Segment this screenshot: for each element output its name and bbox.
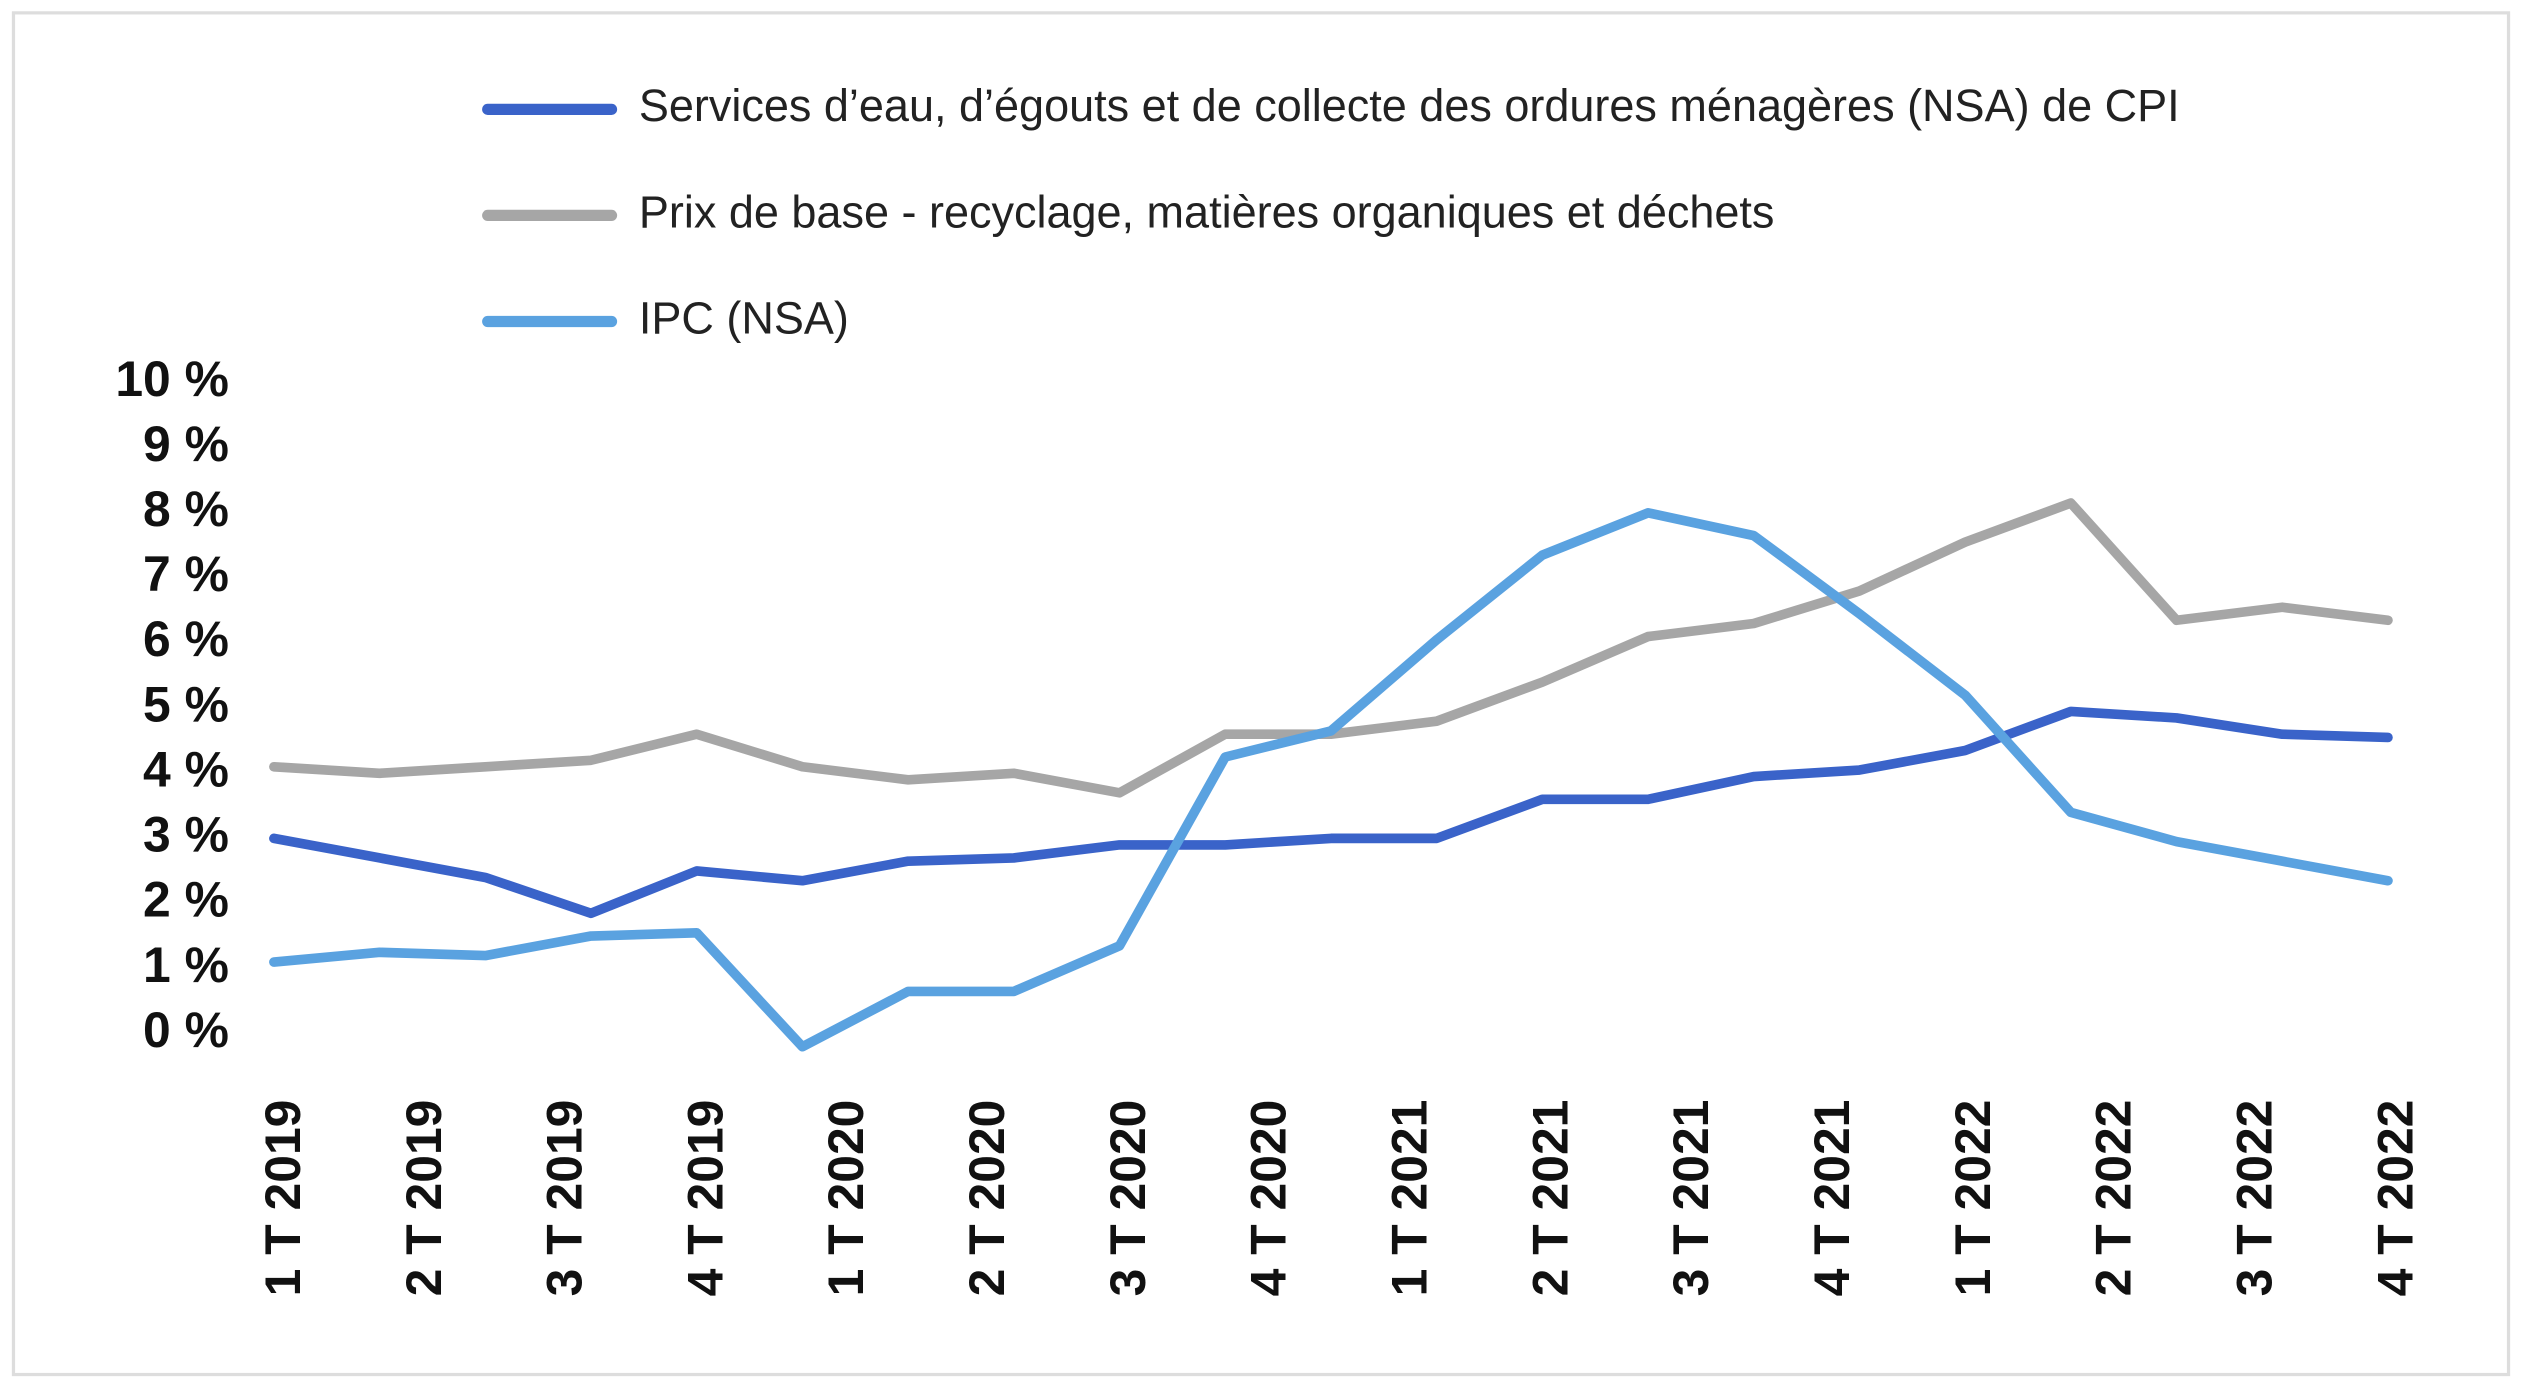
- y-tick-label: 4 %: [143, 741, 229, 797]
- x-tick-label: 3 T 2022: [2227, 1100, 2283, 1297]
- x-tick-label: 2 T 2022: [2086, 1100, 2142, 1297]
- x-tick-label: 4 T 2021: [1804, 1100, 1860, 1297]
- x-tick-label: 3 T 2019: [537, 1100, 593, 1297]
- y-tick-label: 6 %: [143, 611, 229, 667]
- y-tick-label: 7 %: [143, 546, 229, 602]
- x-tick-label: 2 T 2020: [959, 1100, 1015, 1297]
- series-line: [269, 706, 2393, 919]
- y-tick-label: 9 %: [143, 416, 229, 472]
- y-tick-label: 0 %: [143, 1002, 229, 1058]
- legend-label: Services d’eau, d’égouts et de collecte …: [639, 80, 2180, 131]
- y-tick-label: 8 %: [143, 481, 229, 537]
- y-tick-label: 5 %: [143, 676, 229, 732]
- y-tick-label: 10 %: [115, 351, 229, 407]
- x-tick-label: 2 T 2019: [396, 1100, 452, 1297]
- y-tick-label: 2 %: [143, 872, 229, 928]
- x-tick-label: 1 T 2021: [1382, 1100, 1438, 1297]
- y-tick-label: 1 %: [143, 937, 229, 993]
- y-tick-label: 3 %: [143, 807, 229, 863]
- x-tick-label: 4 T 2022: [2367, 1100, 2423, 1297]
- x-tick-label: 2 T 2021: [1522, 1100, 1578, 1297]
- legend-label: IPC (NSA): [639, 292, 849, 343]
- x-tick-label: 3 T 2021: [1663, 1100, 1719, 1297]
- frame: [11, 11, 2511, 1377]
- x-tick-label: 3 T 2020: [1100, 1100, 1156, 1297]
- series-line: [269, 508, 2393, 1052]
- legend-label: Prix de base - recyclage, matières organ…: [639, 186, 1775, 237]
- x-tick-label: 4 T 2020: [1241, 1100, 1297, 1297]
- x-tick-label: 1 T 2022: [1945, 1100, 2001, 1297]
- x-tick-label: 4 T 2019: [677, 1100, 733, 1297]
- x-tick-label: 1 T 2019: [255, 1100, 311, 1297]
- x-tick-label: 1 T 2020: [818, 1100, 874, 1297]
